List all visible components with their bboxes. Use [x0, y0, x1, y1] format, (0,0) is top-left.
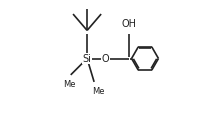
Text: Me: Me: [63, 80, 76, 89]
Text: O: O: [101, 53, 109, 64]
Text: OH: OH: [121, 19, 136, 29]
Text: Si: Si: [83, 53, 91, 64]
Text: Me: Me: [93, 87, 105, 96]
